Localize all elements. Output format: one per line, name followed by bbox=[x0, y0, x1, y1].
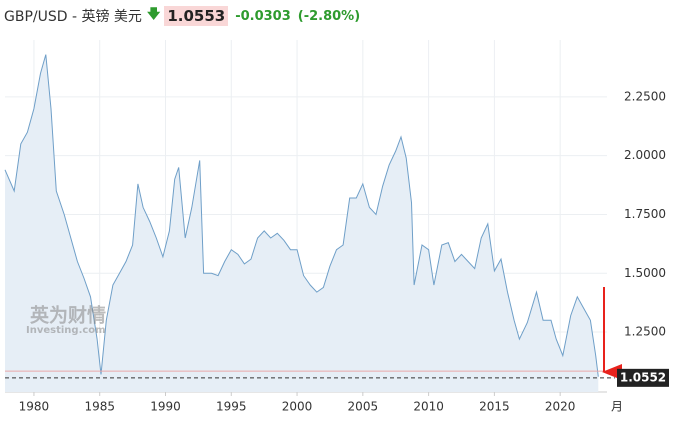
last-price-box bbox=[617, 368, 669, 387]
x-unit-label: 月 bbox=[611, 400, 623, 414]
x-tick-label: 1980 bbox=[19, 400, 50, 414]
header: GBP/USD - 英镑 美元 🡇 1.0553 -0.0303 (-2.80%… bbox=[4, 5, 360, 27]
y-tick-label: 2.0000 bbox=[624, 148, 666, 162]
y-tick-label: 1.2500 bbox=[624, 325, 666, 339]
x-tick-label: 2020 bbox=[545, 400, 576, 414]
price: 1.0553 bbox=[164, 6, 229, 26]
y-tick-label: 1.7500 bbox=[624, 207, 666, 221]
down-arrow: 🡇 bbox=[146, 7, 161, 22]
y-tick-label: 1.5000 bbox=[624, 266, 666, 280]
x-tick-label: 2015 bbox=[479, 400, 510, 414]
y-tick-label: 2.2500 bbox=[624, 89, 666, 103]
last-price-label: 1.0552 bbox=[620, 370, 666, 384]
x-tick-label: 2010 bbox=[413, 400, 444, 414]
area bbox=[5, 54, 599, 392]
line bbox=[4, 54, 599, 377]
x-tick-label: 2000 bbox=[282, 400, 313, 414]
pair-title: GBP/USD - 英镑 美元 bbox=[4, 9, 142, 25]
change: -0.0303 bbox=[235, 8, 291, 24]
x-tick-label: 1995 bbox=[216, 400, 247, 414]
watermark-site: Investing.com bbox=[26, 325, 106, 336]
x-tick-label: 2005 bbox=[348, 400, 379, 414]
watermark-brand: 英为财情 bbox=[30, 304, 106, 327]
x-tick-label: 1990 bbox=[150, 400, 181, 414]
x-tick-label: 1985 bbox=[84, 400, 115, 414]
change-pct: (-2.80%) bbox=[297, 8, 361, 24]
